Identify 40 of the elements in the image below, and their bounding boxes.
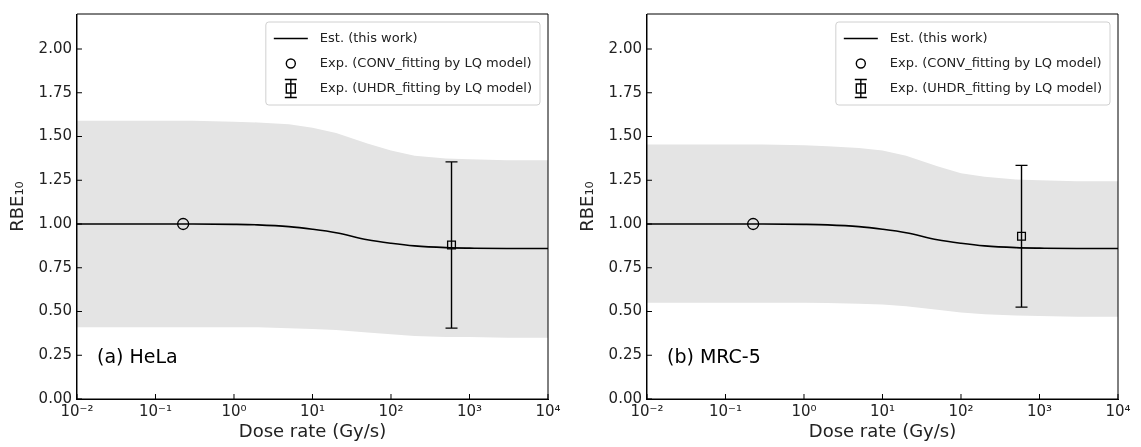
x-tick-label: 10² (378, 401, 404, 420)
x-tick-label: 10⁰ (221, 401, 247, 420)
legend-label: Exp. (UHDR_fitting by LQ model) (889, 79, 1102, 95)
y-tick-label: 1.75 (608, 82, 642, 101)
y-axis-title: RBE₁₀ (576, 181, 598, 232)
legend-label: Est. (this work) (319, 29, 418, 45)
y-tick-label: 1.50 (608, 126, 642, 145)
y-tick-label: 2.00 (38, 38, 72, 57)
annotation: (b) MRC-5 (667, 345, 761, 367)
legend-label: Exp. (CONV_fitting by LQ model) (889, 54, 1102, 70)
x-tick-label: 10⁴ (535, 401, 561, 420)
y-tick-label: 0.25 (608, 345, 642, 364)
legend-label: Est. (this work) (889, 29, 988, 45)
x-tick-label: 10⁻¹ (138, 401, 173, 420)
legend-label: Exp. (UHDR_fitting by LQ model) (319, 79, 532, 95)
x-tick-label: 10² (948, 401, 974, 420)
y-tick-label: 1.00 (38, 213, 72, 232)
legend-label: Exp. (CONV_fitting by LQ model) (319, 54, 532, 70)
y-tick-label: 1.25 (38, 170, 72, 189)
annotation: (a) HeLa (97, 345, 178, 367)
y-tick-label: 1.50 (38, 126, 72, 145)
x-tick-label: 10⁴ (1105, 401, 1131, 420)
y-tick-label: 1.00 (608, 213, 642, 232)
x-tick-label: 10³ (456, 401, 483, 420)
y-tick-label: 1.75 (38, 82, 72, 101)
x-tick-label: 10⁰ (791, 401, 817, 420)
y-axis-title: RBE₁₀ (6, 181, 28, 232)
x-tick-label: 10¹ (869, 401, 896, 420)
x-axis-title: Dose rate (Gy/s) (238, 419, 387, 441)
y-tick-label: 0.75 (608, 257, 642, 276)
x-tick-label: 10⁻¹ (708, 401, 743, 420)
x-tick-label: 10¹ (299, 401, 326, 420)
y-tick-label: 1.25 (608, 170, 642, 189)
y-tick-label: 2.00 (608, 38, 642, 57)
x-axis-title: Dose rate (Gy/s) (808, 419, 957, 441)
y-tick-label: 0.50 (38, 301, 72, 320)
y-tick-label: 0.25 (38, 345, 72, 364)
y-tick-label: 0.75 (38, 257, 72, 276)
y-tick-label: 0.50 (608, 301, 642, 320)
x-tick-label: 10³ (1026, 401, 1053, 420)
